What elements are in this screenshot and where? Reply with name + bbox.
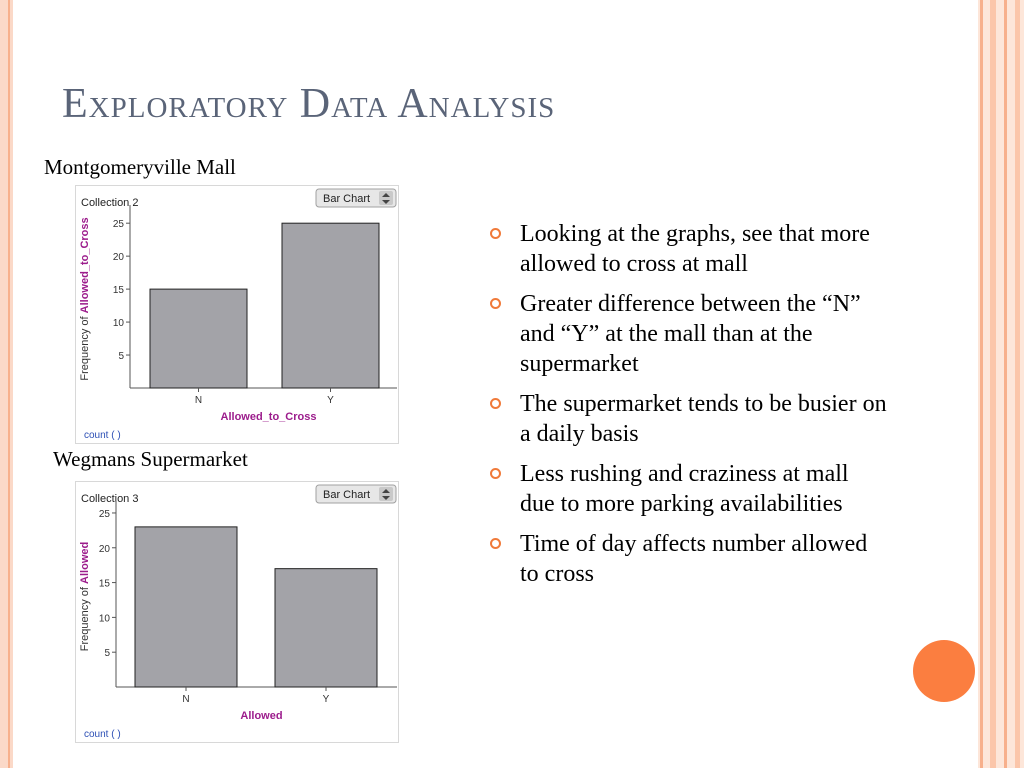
y-tick-label: 10 <box>113 318 125 329</box>
right-frame-border <box>978 0 1024 768</box>
y-tick-label: 20 <box>99 544 111 555</box>
right-frame-stripe <box>1004 0 1007 768</box>
bullet-list: Looking at the graphs, see that more all… <box>488 219 888 599</box>
chart-type-dropdown[interactable]: Bar Chart <box>315 484 397 504</box>
dropdown-label: Bar Chart <box>323 489 370 501</box>
bullet-text: Looking at the graphs, see that more all… <box>520 221 870 277</box>
dropdown-label: Bar Chart <box>323 193 370 205</box>
mall-chart-heading: Montgomeryville Mall <box>44 155 236 179</box>
supermarket-chart-heading: Wegmans Supermarket <box>53 447 248 471</box>
dropdown-arrow-bg <box>379 487 393 501</box>
bar-n <box>134 526 238 688</box>
bullet-text: Greater difference between the “N” and “… <box>520 291 861 377</box>
mall-chart-panel: Collection 2 Bar Chart 5 10 15 20 25 N Y Allowed_… <box>75 185 399 444</box>
chevron-updown-icon <box>382 489 390 500</box>
circle-bullet-icon <box>490 398 501 409</box>
y-axis-label-variable: Allowed_to_Cross <box>79 217 91 313</box>
bullet-text: Less rushing and craziness at mall due t… <box>520 461 849 517</box>
left-frame-line <box>8 0 10 768</box>
x-tick-label: Y <box>327 395 334 406</box>
y-axis-label: Frequency of Allowed <box>79 542 91 651</box>
chart-type-dropdown[interactable]: Bar Chart <box>315 188 397 208</box>
count-formula-link[interactable]: count ( ) <box>84 430 121 441</box>
x-tick-label: Y <box>323 694 330 705</box>
y-axis-label-prefix: Frequency of <box>79 584 91 651</box>
count-formula-link[interactable]: count ( ) <box>84 729 121 740</box>
dropdown-arrow-bg <box>379 191 393 205</box>
y-tick-label: 25 <box>99 509 111 520</box>
y-axis-label-variable: Allowed <box>79 542 91 584</box>
left-frame-border <box>0 0 13 768</box>
supermarket-chart-panel: Collection 3 Bar Chart 5 10 15 20 25 N Y Allowed F… <box>75 481 399 743</box>
y-tick-label: 25 <box>113 219 125 230</box>
slide-title: Exploratory Data Analysis <box>62 81 556 127</box>
decorative-orange-circle <box>913 640 975 702</box>
bar-y <box>274 568 378 688</box>
bullet-text: The supermarket tends to be busier on a … <box>520 391 887 447</box>
bullet-item: Looking at the graphs, see that more all… <box>488 219 888 279</box>
bullet-text: Time of day affects number allowed to cr… <box>520 531 868 587</box>
bullet-item: Greater difference between the “N” and “… <box>488 289 888 379</box>
y-tick-label: 5 <box>118 351 124 362</box>
y-tick-label: 10 <box>99 613 111 624</box>
y-tick-label: 20 <box>113 252 125 263</box>
x-axis-label: Allowed_to_Cross <box>221 411 317 423</box>
bullet-item: Time of day affects number allowed to cr… <box>488 529 888 589</box>
chart-collection-title: Collection 2 <box>81 197 138 209</box>
bar-y <box>281 222 380 389</box>
dropdown-box <box>315 484 397 504</box>
y-tick-label: 5 <box>104 648 110 659</box>
dropdown-box <box>315 188 397 208</box>
mall-bar-chart: Collection 2 Bar Chart 5 10 15 20 25 N Y Allowed_… <box>79 188 397 441</box>
chart-collection-title: Collection 3 <box>81 493 138 505</box>
chevron-updown-icon <box>382 193 390 204</box>
bullet-item: The supermarket tends to be busier on a … <box>488 389 888 449</box>
y-tick-label: 15 <box>99 579 111 590</box>
circle-bullet-icon <box>490 228 501 239</box>
bar-n <box>149 288 248 389</box>
circle-bullet-icon <box>490 468 501 479</box>
circle-bullet-icon <box>490 538 501 549</box>
x-tick-label: N <box>182 694 189 705</box>
circle-bullet-icon <box>490 298 501 309</box>
right-frame-stripe <box>1015 0 1020 768</box>
y-axis-label-prefix: Frequency of <box>79 313 91 380</box>
y-tick-label: 15 <box>113 285 125 296</box>
x-tick-label: N <box>195 395 202 406</box>
right-frame-stripe <box>980 0 983 768</box>
bullet-item: Less rushing and craziness at mall due t… <box>488 459 888 519</box>
x-axis-label: Allowed <box>240 710 282 722</box>
right-frame-stripe <box>990 0 996 768</box>
y-axis-label: Frequency of Allowed_to_Cross <box>79 217 91 380</box>
